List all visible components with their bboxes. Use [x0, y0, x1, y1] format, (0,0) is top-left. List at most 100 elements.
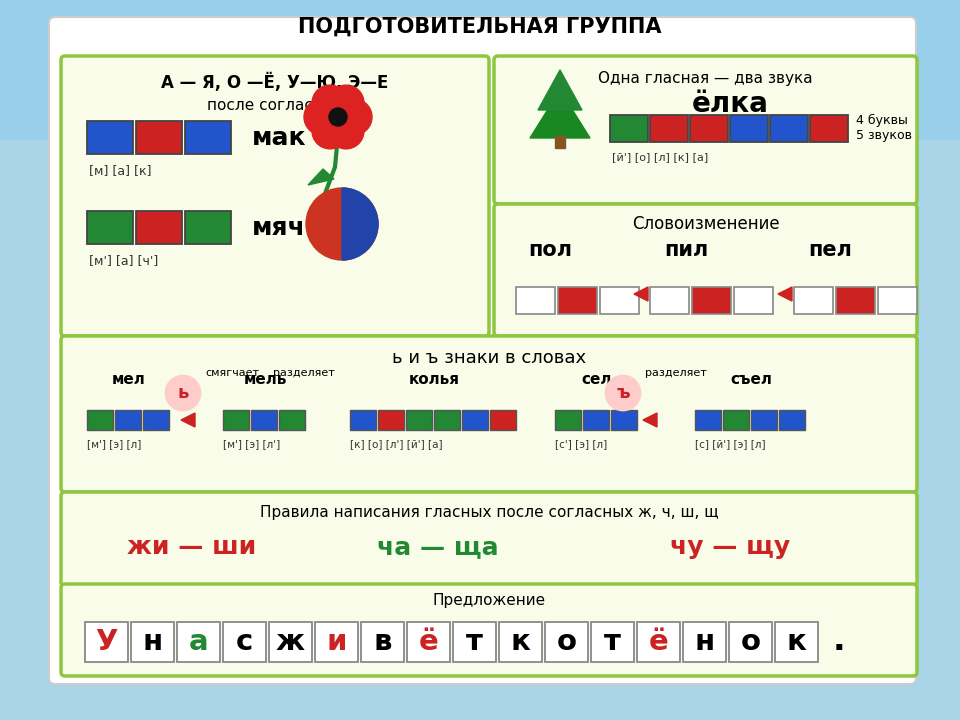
Circle shape	[312, 113, 348, 149]
FancyBboxPatch shape	[779, 410, 805, 430]
Circle shape	[329, 108, 347, 126]
Text: разделяет: разделяет	[645, 368, 707, 378]
FancyBboxPatch shape	[87, 410, 113, 430]
Text: [м'] [э] [л]: [м'] [э] [л]	[87, 439, 141, 449]
FancyBboxPatch shape	[251, 410, 277, 430]
Text: [м] [а] [к]: [м] [а] [к]	[89, 164, 152, 178]
Text: [м'] [а] [ч']: [м'] [а] [ч']	[89, 254, 158, 268]
FancyBboxPatch shape	[494, 204, 917, 336]
FancyBboxPatch shape	[494, 56, 917, 204]
Text: ь и ъ знаки в словах: ь и ъ знаки в словах	[392, 349, 586, 367]
FancyBboxPatch shape	[185, 211, 231, 244]
Polygon shape	[778, 287, 792, 301]
Text: сел: сел	[582, 372, 612, 387]
FancyBboxPatch shape	[729, 622, 772, 662]
FancyBboxPatch shape	[61, 56, 489, 336]
Text: А — Я, О —Ё, У—Ю, Э—Е: А — Я, О —Ё, У—Ю, Э—Е	[161, 73, 389, 91]
Text: съел: съел	[730, 372, 772, 387]
Polygon shape	[538, 70, 582, 110]
FancyBboxPatch shape	[406, 410, 432, 430]
FancyBboxPatch shape	[878, 287, 917, 314]
Text: [с'] [э] [л]: [с'] [э] [л]	[555, 439, 608, 449]
FancyBboxPatch shape	[223, 622, 266, 662]
Text: а: а	[189, 628, 208, 656]
FancyBboxPatch shape	[600, 287, 639, 314]
FancyBboxPatch shape	[690, 115, 728, 142]
Text: т: т	[604, 628, 621, 656]
FancyBboxPatch shape	[185, 121, 231, 154]
FancyBboxPatch shape	[611, 410, 637, 430]
FancyBboxPatch shape	[490, 410, 516, 430]
FancyBboxPatch shape	[516, 287, 555, 314]
FancyBboxPatch shape	[558, 287, 597, 314]
FancyBboxPatch shape	[770, 115, 808, 142]
FancyBboxPatch shape	[136, 121, 182, 154]
FancyBboxPatch shape	[143, 410, 169, 430]
Text: к: к	[511, 628, 531, 656]
FancyBboxPatch shape	[115, 410, 141, 430]
FancyBboxPatch shape	[723, 410, 749, 430]
Text: [й'] [о] [л] [к] [а]: [й'] [о] [л] [к] [а]	[612, 152, 708, 162]
FancyBboxPatch shape	[177, 622, 220, 662]
FancyBboxPatch shape	[794, 287, 833, 314]
Text: Предложение: Предложение	[432, 593, 545, 608]
FancyBboxPatch shape	[61, 492, 917, 586]
Circle shape	[336, 99, 372, 135]
FancyBboxPatch shape	[583, 410, 609, 430]
Text: в: в	[373, 628, 392, 656]
Text: н: н	[694, 628, 714, 656]
Polygon shape	[634, 287, 648, 301]
FancyBboxPatch shape	[269, 622, 312, 662]
FancyBboxPatch shape	[378, 410, 404, 430]
Text: и: и	[326, 628, 347, 656]
Text: ё: ё	[649, 628, 668, 656]
Text: мель: мель	[243, 372, 287, 387]
Text: 5 звуков: 5 звуков	[856, 128, 912, 142]
FancyBboxPatch shape	[810, 115, 848, 142]
Text: жи — ши: жи — ши	[127, 535, 256, 559]
Polygon shape	[643, 413, 657, 427]
FancyBboxPatch shape	[734, 287, 773, 314]
Text: мак: мак	[252, 126, 306, 150]
Polygon shape	[342, 188, 378, 260]
Text: н: н	[142, 628, 162, 656]
FancyBboxPatch shape	[683, 622, 726, 662]
FancyBboxPatch shape	[315, 622, 358, 662]
FancyBboxPatch shape	[279, 410, 305, 430]
FancyBboxPatch shape	[49, 17, 916, 684]
Text: пил: пил	[664, 240, 708, 260]
Circle shape	[328, 85, 364, 121]
Bar	[555, 136, 565, 148]
Text: [к] [о] [л'] [й'] [а]: [к] [о] [л'] [й'] [а]	[350, 439, 443, 449]
Text: мяч: мяч	[252, 216, 306, 240]
Text: Правила написания гласных после согласных ж, ч, ш, щ: Правила написания гласных после согласны…	[260, 505, 718, 520]
Text: о: о	[557, 628, 577, 656]
Text: ёлка: ёлка	[692, 90, 769, 118]
Text: с: с	[236, 628, 253, 656]
FancyBboxPatch shape	[650, 115, 688, 142]
FancyBboxPatch shape	[462, 410, 488, 430]
FancyBboxPatch shape	[499, 622, 542, 662]
FancyBboxPatch shape	[434, 410, 460, 430]
Circle shape	[606, 376, 640, 410]
FancyBboxPatch shape	[555, 410, 581, 430]
Circle shape	[304, 99, 340, 135]
Text: после согласных: после согласных	[206, 97, 344, 112]
FancyBboxPatch shape	[361, 622, 404, 662]
Text: [с] [й'] [э] [л]: [с] [й'] [э] [л]	[695, 439, 766, 449]
FancyBboxPatch shape	[545, 622, 588, 662]
FancyBboxPatch shape	[730, 115, 768, 142]
Text: разделяет: разделяет	[273, 368, 335, 378]
Circle shape	[312, 85, 348, 121]
FancyBboxPatch shape	[650, 287, 689, 314]
Text: .: .	[832, 624, 846, 657]
FancyBboxPatch shape	[407, 622, 450, 662]
FancyBboxPatch shape	[775, 622, 818, 662]
Text: мел: мел	[112, 372, 146, 387]
Text: колья: колья	[409, 372, 460, 387]
Text: ПОДГОТОВИТЕЛЬНАЯ ГРУППА: ПОДГОТОВИТЕЛЬНАЯ ГРУППА	[299, 17, 661, 37]
Polygon shape	[181, 413, 195, 427]
FancyBboxPatch shape	[751, 410, 777, 430]
Text: пол: пол	[528, 240, 572, 260]
FancyBboxPatch shape	[695, 410, 721, 430]
